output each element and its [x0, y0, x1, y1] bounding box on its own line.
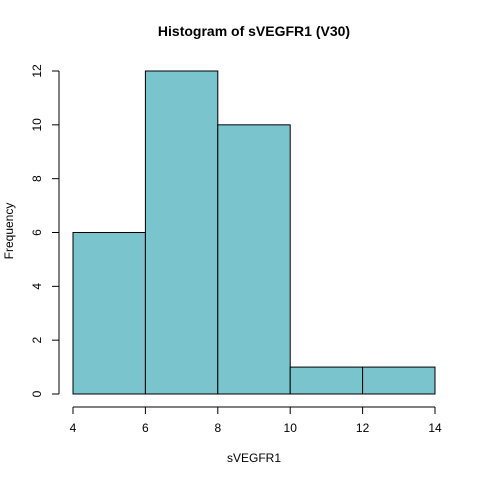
bars-group	[72, 70, 436, 395]
x-tick-label-8: 8	[214, 421, 221, 435]
x-tick-label-14: 14	[428, 421, 442, 435]
x-tick-label-12: 12	[356, 421, 370, 435]
x-tick-label-10: 10	[284, 421, 298, 435]
y-tick-label-4: 4	[30, 283, 44, 290]
chart-title: Histogram of sVEGFR1 (V30)	[158, 23, 350, 39]
x-tick-label-6: 6	[142, 421, 149, 435]
histogram-bar-3	[289, 366, 364, 395]
y-axis-label: Frequency	[2, 203, 16, 260]
x-axis-label: sVEGFR1	[227, 451, 281, 465]
y-tick-label-12: 12	[30, 64, 44, 78]
y-tick-label-6: 6	[30, 229, 44, 236]
x-axis: 4 6 8 10 12 14	[70, 406, 442, 435]
x-tick-label-4: 4	[70, 421, 77, 435]
histogram-bar-1	[144, 70, 219, 395]
histogram-bar-0	[72, 232, 146, 395]
y-axis: 0 2 4 6 8 10 12	[30, 64, 60, 397]
y-tick-label-8: 8	[30, 175, 44, 182]
y-tick-label-0: 0	[30, 390, 44, 397]
y-tick-label-2: 2	[30, 337, 44, 344]
histogram-bar-4	[362, 366, 436, 395]
histogram-bar-2	[217, 124, 291, 395]
y-tick-label-10: 10	[30, 118, 44, 132]
